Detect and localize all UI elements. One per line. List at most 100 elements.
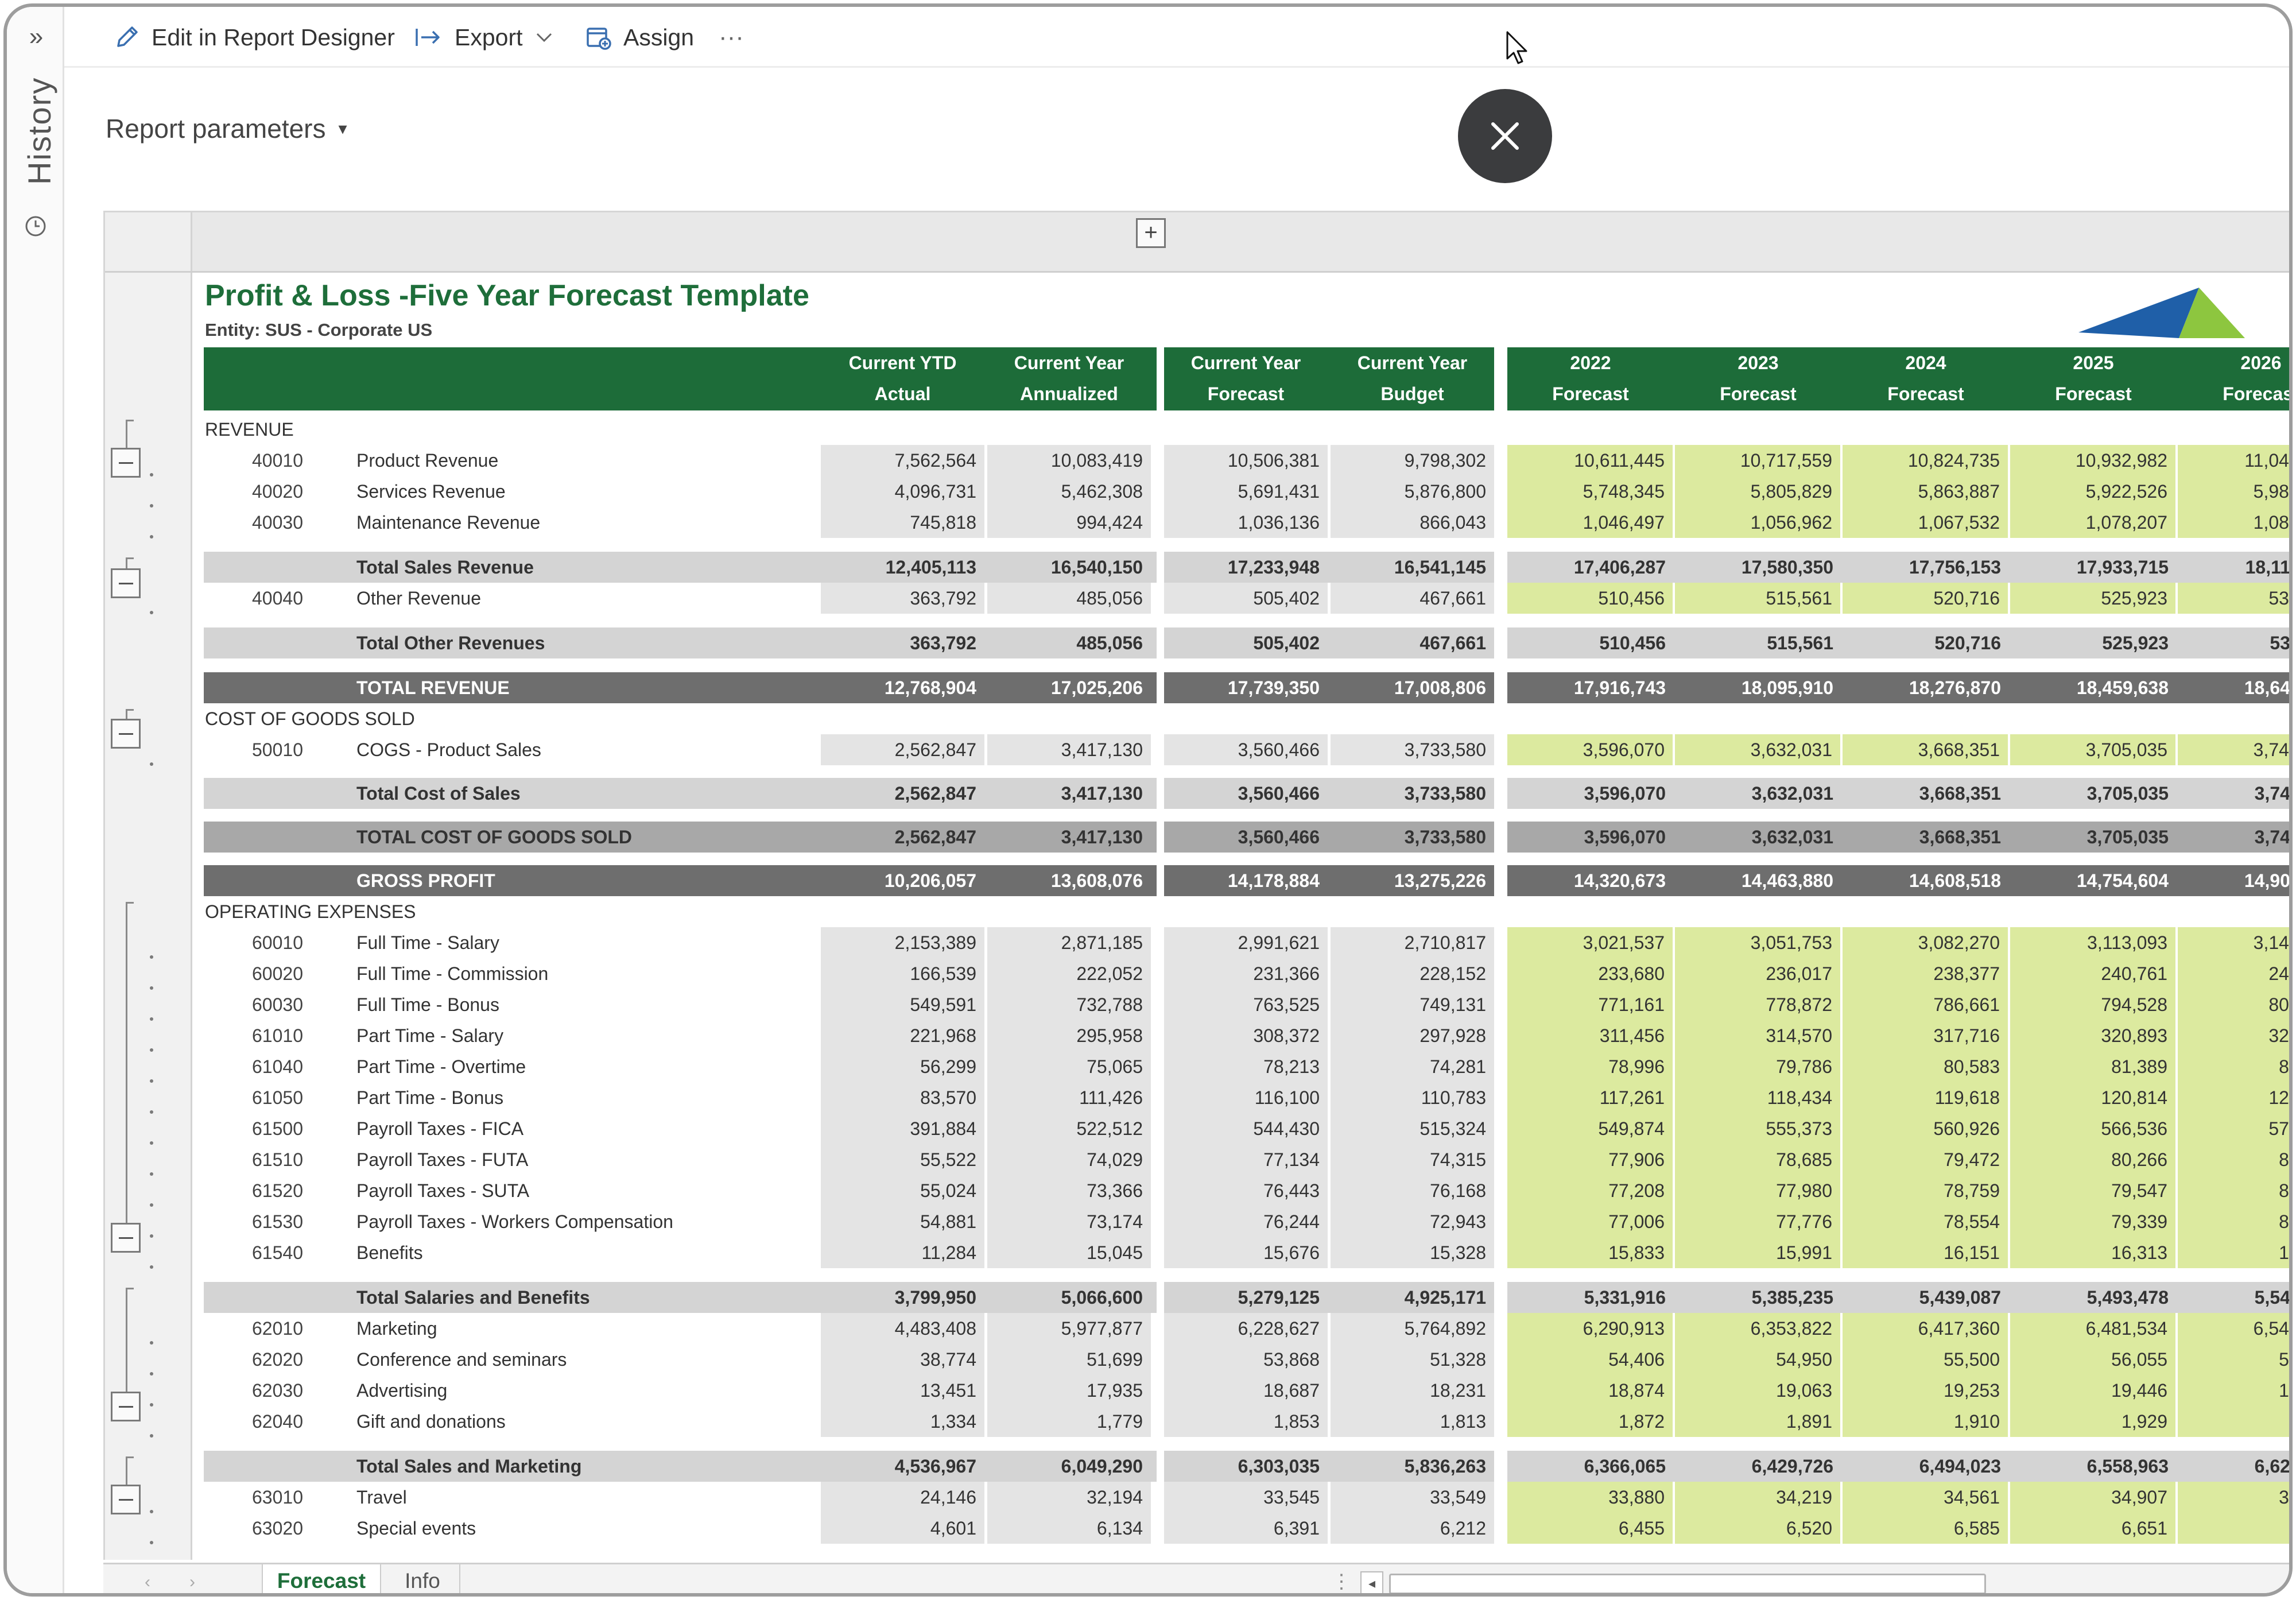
next-sheet-arrow[interactable]: › bbox=[189, 1572, 195, 1591]
tab-forecast[interactable]: Forecast bbox=[262, 1564, 381, 1593]
clock-icon[interactable] bbox=[23, 214, 48, 239]
value-cell[interactable]: 122,023 bbox=[2178, 1082, 2289, 1113]
value-cell[interactable]: 794,528 bbox=[2010, 989, 2177, 1020]
value-cell[interactable]: 35,256 bbox=[2178, 1482, 2289, 1513]
value-cell[interactable]: 771,161 bbox=[1507, 989, 1674, 1020]
value-cell[interactable]: 118,434 bbox=[1675, 1082, 1841, 1113]
value-cell[interactable]: 5,922,526 bbox=[2010, 476, 2177, 507]
value-cell[interactable]: 1,088,989 bbox=[2178, 507, 2289, 538]
value-cell[interactable]: 6,717 bbox=[2178, 1513, 2289, 1544]
more-actions-button[interactable]: ··· bbox=[719, 23, 744, 51]
value-cell[interactable]: 5,863,887 bbox=[1843, 476, 2009, 507]
expand-rail-button[interactable]: » bbox=[29, 22, 44, 51]
value-cell[interactable]: 3,021,537 bbox=[1507, 927, 1674, 958]
value-cell[interactable]: 238,377 bbox=[1843, 958, 2009, 989]
value-cell[interactable]: 6,353,822 bbox=[1675, 1313, 1841, 1344]
value-cell[interactable]: 82,203 bbox=[2178, 1051, 2289, 1082]
value-cell[interactable]: 56,615 bbox=[2178, 1344, 2289, 1375]
value-cell[interactable]: 1,929 bbox=[2010, 1406, 2177, 1437]
value-cell[interactable]: 317,716 bbox=[1843, 1020, 2009, 1051]
value-cell[interactable]: 324,102 bbox=[2178, 1020, 2289, 1051]
value-cell[interactable]: 77,776 bbox=[1675, 1206, 1841, 1237]
tab-splitter-handle[interactable]: ⋮ bbox=[1332, 1571, 1351, 1593]
value-cell[interactable]: 240,761 bbox=[2010, 958, 2177, 989]
value-cell[interactable]: 6,481,534 bbox=[2010, 1313, 2177, 1344]
value-cell[interactable]: 16,313 bbox=[2010, 1237, 2177, 1268]
value-cell[interactable]: 6,417,360 bbox=[1843, 1313, 2009, 1344]
value-cell[interactable]: 10,824,735 bbox=[1843, 445, 2009, 476]
value-cell[interactable]: 16,476 bbox=[2178, 1237, 2289, 1268]
edit-in-report-designer-button[interactable]: Edit in Report Designer bbox=[113, 20, 395, 55]
value-cell[interactable]: 80,343 bbox=[2178, 1175, 2289, 1206]
value-cell[interactable]: 3,705,035 bbox=[2010, 734, 2177, 765]
value-cell[interactable]: 3,596,070 bbox=[1507, 734, 1674, 765]
value-cell[interactable]: 555,373 bbox=[1675, 1113, 1841, 1144]
value-cell[interactable]: 77,208 bbox=[1507, 1175, 1674, 1206]
value-cell[interactable]: 77,906 bbox=[1507, 1144, 1674, 1175]
value-cell[interactable]: 525,923 bbox=[2010, 583, 2177, 614]
value-cell[interactable]: 15,991 bbox=[1675, 1237, 1841, 1268]
collapse-button[interactable] bbox=[111, 1485, 141, 1514]
value-cell[interactable]: 531,183 bbox=[2178, 583, 2289, 614]
value-cell[interactable]: 3,144,224 bbox=[2178, 927, 2289, 958]
tab-info[interactable]: Info bbox=[386, 1564, 460, 1593]
value-cell[interactable]: 77,006 bbox=[1507, 1206, 1674, 1237]
horizontal-scrollbar[interactable]: ◂ bbox=[1360, 1571, 2289, 1593]
value-cell[interactable]: 120,814 bbox=[2010, 1082, 2177, 1113]
value-cell[interactable]: 19,253 bbox=[1843, 1375, 2009, 1406]
value-cell[interactable]: 34,907 bbox=[2010, 1482, 2177, 1513]
value-cell[interactable]: 117,261 bbox=[1507, 1082, 1674, 1113]
value-cell[interactable]: 566,536 bbox=[2010, 1113, 2177, 1144]
collapse-button[interactable] bbox=[111, 1223, 141, 1253]
value-cell[interactable]: 79,547 bbox=[2010, 1175, 2177, 1206]
value-cell[interactable]: 10,611,445 bbox=[1507, 445, 1674, 476]
value-cell[interactable]: 6,290,913 bbox=[1507, 1313, 1674, 1344]
value-cell[interactable]: 5,805,829 bbox=[1675, 476, 1841, 507]
value-cell[interactable]: 6,546,349 bbox=[2178, 1313, 2289, 1344]
value-cell[interactable]: 81,389 bbox=[2010, 1051, 2177, 1082]
value-cell[interactable]: 15,833 bbox=[1507, 1237, 1674, 1268]
value-cell[interactable]: 78,759 bbox=[1843, 1175, 2009, 1206]
value-cell[interactable]: 560,926 bbox=[1843, 1113, 2009, 1144]
collapse-button[interactable] bbox=[111, 448, 141, 478]
value-cell[interactable]: 34,219 bbox=[1675, 1482, 1841, 1513]
value-cell[interactable]: 802,473 bbox=[2178, 989, 2289, 1020]
value-cell[interactable]: 6,520 bbox=[1675, 1513, 1841, 1544]
value-cell[interactable]: 510,456 bbox=[1507, 583, 1674, 614]
value-cell[interactable]: 233,680 bbox=[1507, 958, 1674, 989]
value-cell[interactable]: 11,042,312 bbox=[2178, 445, 2289, 476]
value-cell[interactable]: 786,661 bbox=[1843, 989, 2009, 1020]
value-cell[interactable]: 10,932,982 bbox=[2010, 445, 2177, 476]
value-cell[interactable]: 1,078,207 bbox=[2010, 507, 2177, 538]
value-cell[interactable]: 5,748,345 bbox=[1507, 476, 1674, 507]
history-title[interactable]: History bbox=[21, 76, 57, 185]
value-cell[interactable]: 79,339 bbox=[2010, 1206, 2177, 1237]
value-cell[interactable]: 80,266 bbox=[2010, 1144, 2177, 1175]
collapse-button[interactable] bbox=[111, 719, 141, 749]
scroll-left-button[interactable]: ◂ bbox=[1360, 1571, 1383, 1593]
value-cell[interactable]: 572,201 bbox=[2178, 1113, 2289, 1144]
value-cell[interactable]: 236,017 bbox=[1675, 958, 1841, 989]
value-cell[interactable]: 3,668,351 bbox=[1843, 734, 2009, 765]
value-cell[interactable]: 6,455 bbox=[1507, 1513, 1674, 1544]
value-cell[interactable]: 3,051,753 bbox=[1675, 927, 1841, 958]
value-cell[interactable]: 33,880 bbox=[1507, 1482, 1674, 1513]
value-cell[interactable]: 1,910 bbox=[1843, 1406, 2009, 1437]
assign-button[interactable]: Assign bbox=[584, 20, 694, 55]
value-cell[interactable]: 1,948 bbox=[2178, 1406, 2289, 1437]
value-cell[interactable]: 243,168 bbox=[2178, 958, 2289, 989]
value-cell[interactable]: 19,446 bbox=[2010, 1375, 2177, 1406]
value-cell[interactable]: 515,561 bbox=[1675, 583, 1841, 614]
value-cell[interactable]: 549,874 bbox=[1507, 1113, 1674, 1144]
collapse-button[interactable] bbox=[111, 568, 141, 598]
value-cell[interactable]: 19,640 bbox=[2178, 1375, 2289, 1406]
value-cell[interactable]: 3,742,085 bbox=[2178, 734, 2289, 765]
value-cell[interactable]: 1,872 bbox=[1507, 1406, 1674, 1437]
value-cell[interactable]: 78,554 bbox=[1843, 1206, 2009, 1237]
export-button[interactable]: Export bbox=[413, 20, 554, 55]
value-cell[interactable]: 16,151 bbox=[1843, 1237, 2009, 1268]
value-cell[interactable]: 77,980 bbox=[1675, 1175, 1841, 1206]
collapse-button[interactable] bbox=[111, 1392, 141, 1421]
value-cell[interactable]: 54,406 bbox=[1507, 1344, 1674, 1375]
value-cell[interactable]: 19,063 bbox=[1675, 1375, 1841, 1406]
